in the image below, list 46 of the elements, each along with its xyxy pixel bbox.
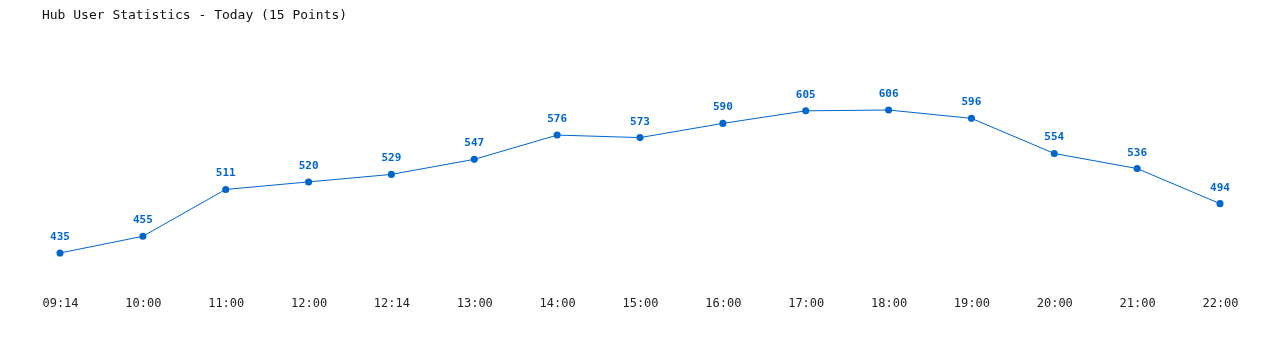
x-tick-label: 17:00 — [788, 295, 825, 310]
point — [1216, 200, 1224, 208]
data-label: 606 — [878, 87, 899, 100]
data-label: 511 — [215, 166, 237, 180]
data-label: 590 — [712, 100, 733, 114]
x-tick-label: 09:14 — [42, 295, 79, 310]
point — [470, 155, 478, 163]
x-tick-label: 15:00 — [622, 295, 659, 310]
point — [387, 170, 395, 178]
point — [222, 185, 230, 193]
x-tick-label: 21:00 — [1119, 295, 1156, 310]
data-label: 435 — [50, 230, 70, 243]
point — [56, 249, 64, 257]
point — [305, 178, 313, 186]
data-label: 605 — [795, 87, 816, 101]
x-tick-label: 22:00 — [1202, 295, 1239, 310]
data-label: 554 — [1044, 130, 1065, 144]
point — [1050, 149, 1058, 158]
x-tick-label: 20:00 — [1036, 295, 1073, 310]
x-tick-label: 14:00 — [539, 295, 576, 310]
data-label: 520 — [298, 158, 319, 172]
data-label: 573 — [630, 114, 650, 128]
point — [139, 232, 147, 240]
data-label: 529 — [381, 151, 402, 165]
x-tick-label: 16:00 — [705, 295, 742, 310]
data-label: 494 — [1210, 180, 1231, 194]
point — [885, 106, 893, 114]
point — [636, 134, 644, 142]
data-label: 576 — [547, 112, 568, 126]
chart-title: Hub User Statistics - Today (15 Points) — [41, 7, 348, 22]
data-label: 455 — [132, 213, 153, 227]
x-tick-label: 13:00 — [456, 295, 493, 310]
data-label: 596 — [961, 95, 982, 109]
x-tick-label: 18:00 — [871, 295, 908, 310]
x-tick-label: 11:00 — [208, 295, 245, 310]
x-tick-label: 19:00 — [953, 295, 990, 310]
data-label: 536 — [1127, 145, 1148, 159]
point — [719, 119, 727, 127]
x-tick-label: 12:00 — [291, 295, 328, 310]
data-label: 547 — [464, 136, 485, 150]
point — [802, 107, 810, 115]
point — [1133, 165, 1141, 173]
point — [967, 114, 975, 122]
point — [553, 131, 561, 139]
x-tick-label: 10:00 — [125, 295, 162, 310]
x-tick-label: 12:14 — [373, 295, 410, 310]
